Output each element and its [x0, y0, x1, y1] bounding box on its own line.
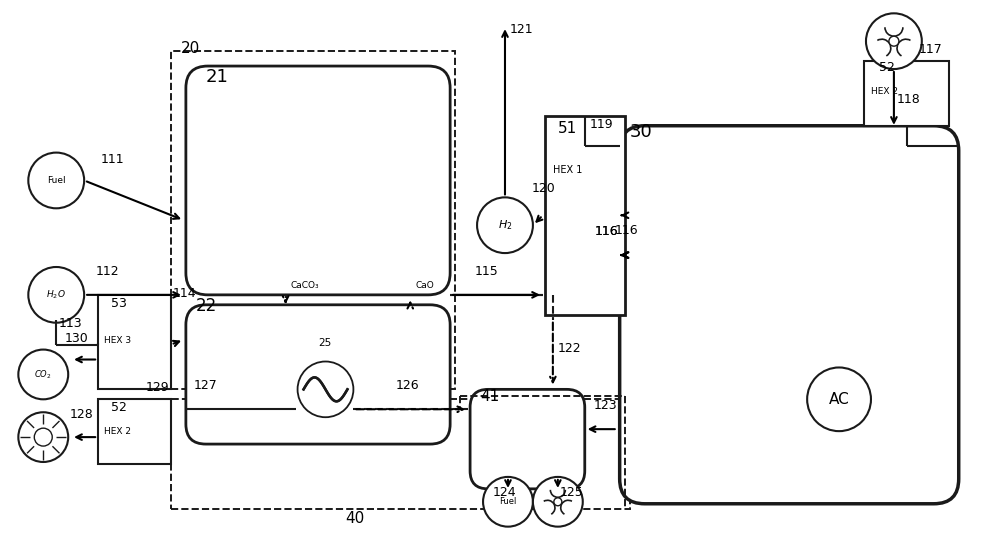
Circle shape [866, 13, 922, 69]
Circle shape [477, 197, 533, 253]
Circle shape [28, 267, 84, 323]
Circle shape [18, 412, 68, 462]
Bar [98, 295, 171, 389]
Text: CaCO₃: CaCO₃ [291, 281, 319, 290]
Circle shape [298, 362, 353, 417]
Text: 118: 118 [897, 93, 921, 106]
Circle shape [807, 368, 871, 431]
Text: 120: 120 [532, 182, 556, 195]
Text: 41: 41 [480, 389, 499, 404]
Text: 53: 53 [111, 297, 127, 310]
Text: 130: 130 [64, 332, 88, 345]
FancyBboxPatch shape [186, 66, 450, 295]
FancyBboxPatch shape [186, 305, 450, 444]
FancyBboxPatch shape [470, 389, 585, 489]
Circle shape [483, 477, 533, 526]
Circle shape [889, 36, 899, 46]
Text: 111: 111 [101, 152, 125, 165]
Text: HEX 2: HEX 2 [104, 427, 131, 436]
Text: $H_2$: $H_2$ [498, 218, 512, 232]
Text: 113: 113 [58, 317, 82, 330]
Text: 22: 22 [196, 297, 217, 315]
Text: 112: 112 [96, 265, 120, 278]
Circle shape [28, 152, 84, 208]
Bar [864, 61, 949, 126]
Text: 124: 124 [493, 486, 517, 499]
Text: 20: 20 [181, 41, 200, 56]
Text: 40: 40 [345, 510, 365, 526]
Text: 115: 115 [475, 265, 499, 278]
Text: $CO_2$: $CO_2$ [34, 368, 52, 381]
Text: HEX 1: HEX 1 [553, 165, 582, 175]
Text: Fuel: Fuel [47, 176, 66, 185]
Circle shape [18, 349, 68, 399]
Text: 52: 52 [879, 61, 895, 74]
Text: 116: 116 [595, 225, 619, 238]
Bar [171, 51, 455, 389]
Text: Fuel: Fuel [499, 497, 517, 506]
Bar [98, 399, 171, 464]
Text: HEX 3: HEX 3 [104, 335, 131, 345]
Text: 51: 51 [558, 121, 577, 136]
FancyBboxPatch shape [620, 126, 959, 504]
Circle shape [34, 428, 52, 446]
Text: 126: 126 [395, 379, 419, 392]
Text: 30: 30 [630, 123, 652, 141]
Text: 121: 121 [510, 23, 534, 36]
Text: 123: 123 [594, 399, 617, 412]
Text: CaO: CaO [415, 281, 434, 290]
Bar [171, 399, 630, 509]
Text: 114: 114 [173, 287, 197, 300]
Text: 127: 127 [194, 379, 218, 392]
Text: AC: AC [829, 392, 849, 407]
Text: 128: 128 [69, 408, 93, 421]
Text: 122: 122 [558, 341, 581, 355]
Text: $H_2O$: $H_2O$ [46, 288, 66, 301]
Text: 125: 125 [560, 486, 584, 499]
Text: 25: 25 [319, 338, 332, 348]
Text: 116: 116 [595, 225, 619, 238]
Circle shape [554, 498, 562, 506]
Text: 129: 129 [146, 381, 170, 394]
Text: 52: 52 [111, 401, 127, 414]
Bar [545, 116, 625, 315]
Circle shape [533, 477, 583, 526]
Text: HEX 2: HEX 2 [871, 87, 898, 96]
Text: 21: 21 [206, 68, 229, 86]
Text: 116: 116 [615, 224, 638, 237]
Text: 117: 117 [919, 43, 943, 56]
Text: 119: 119 [590, 118, 613, 131]
